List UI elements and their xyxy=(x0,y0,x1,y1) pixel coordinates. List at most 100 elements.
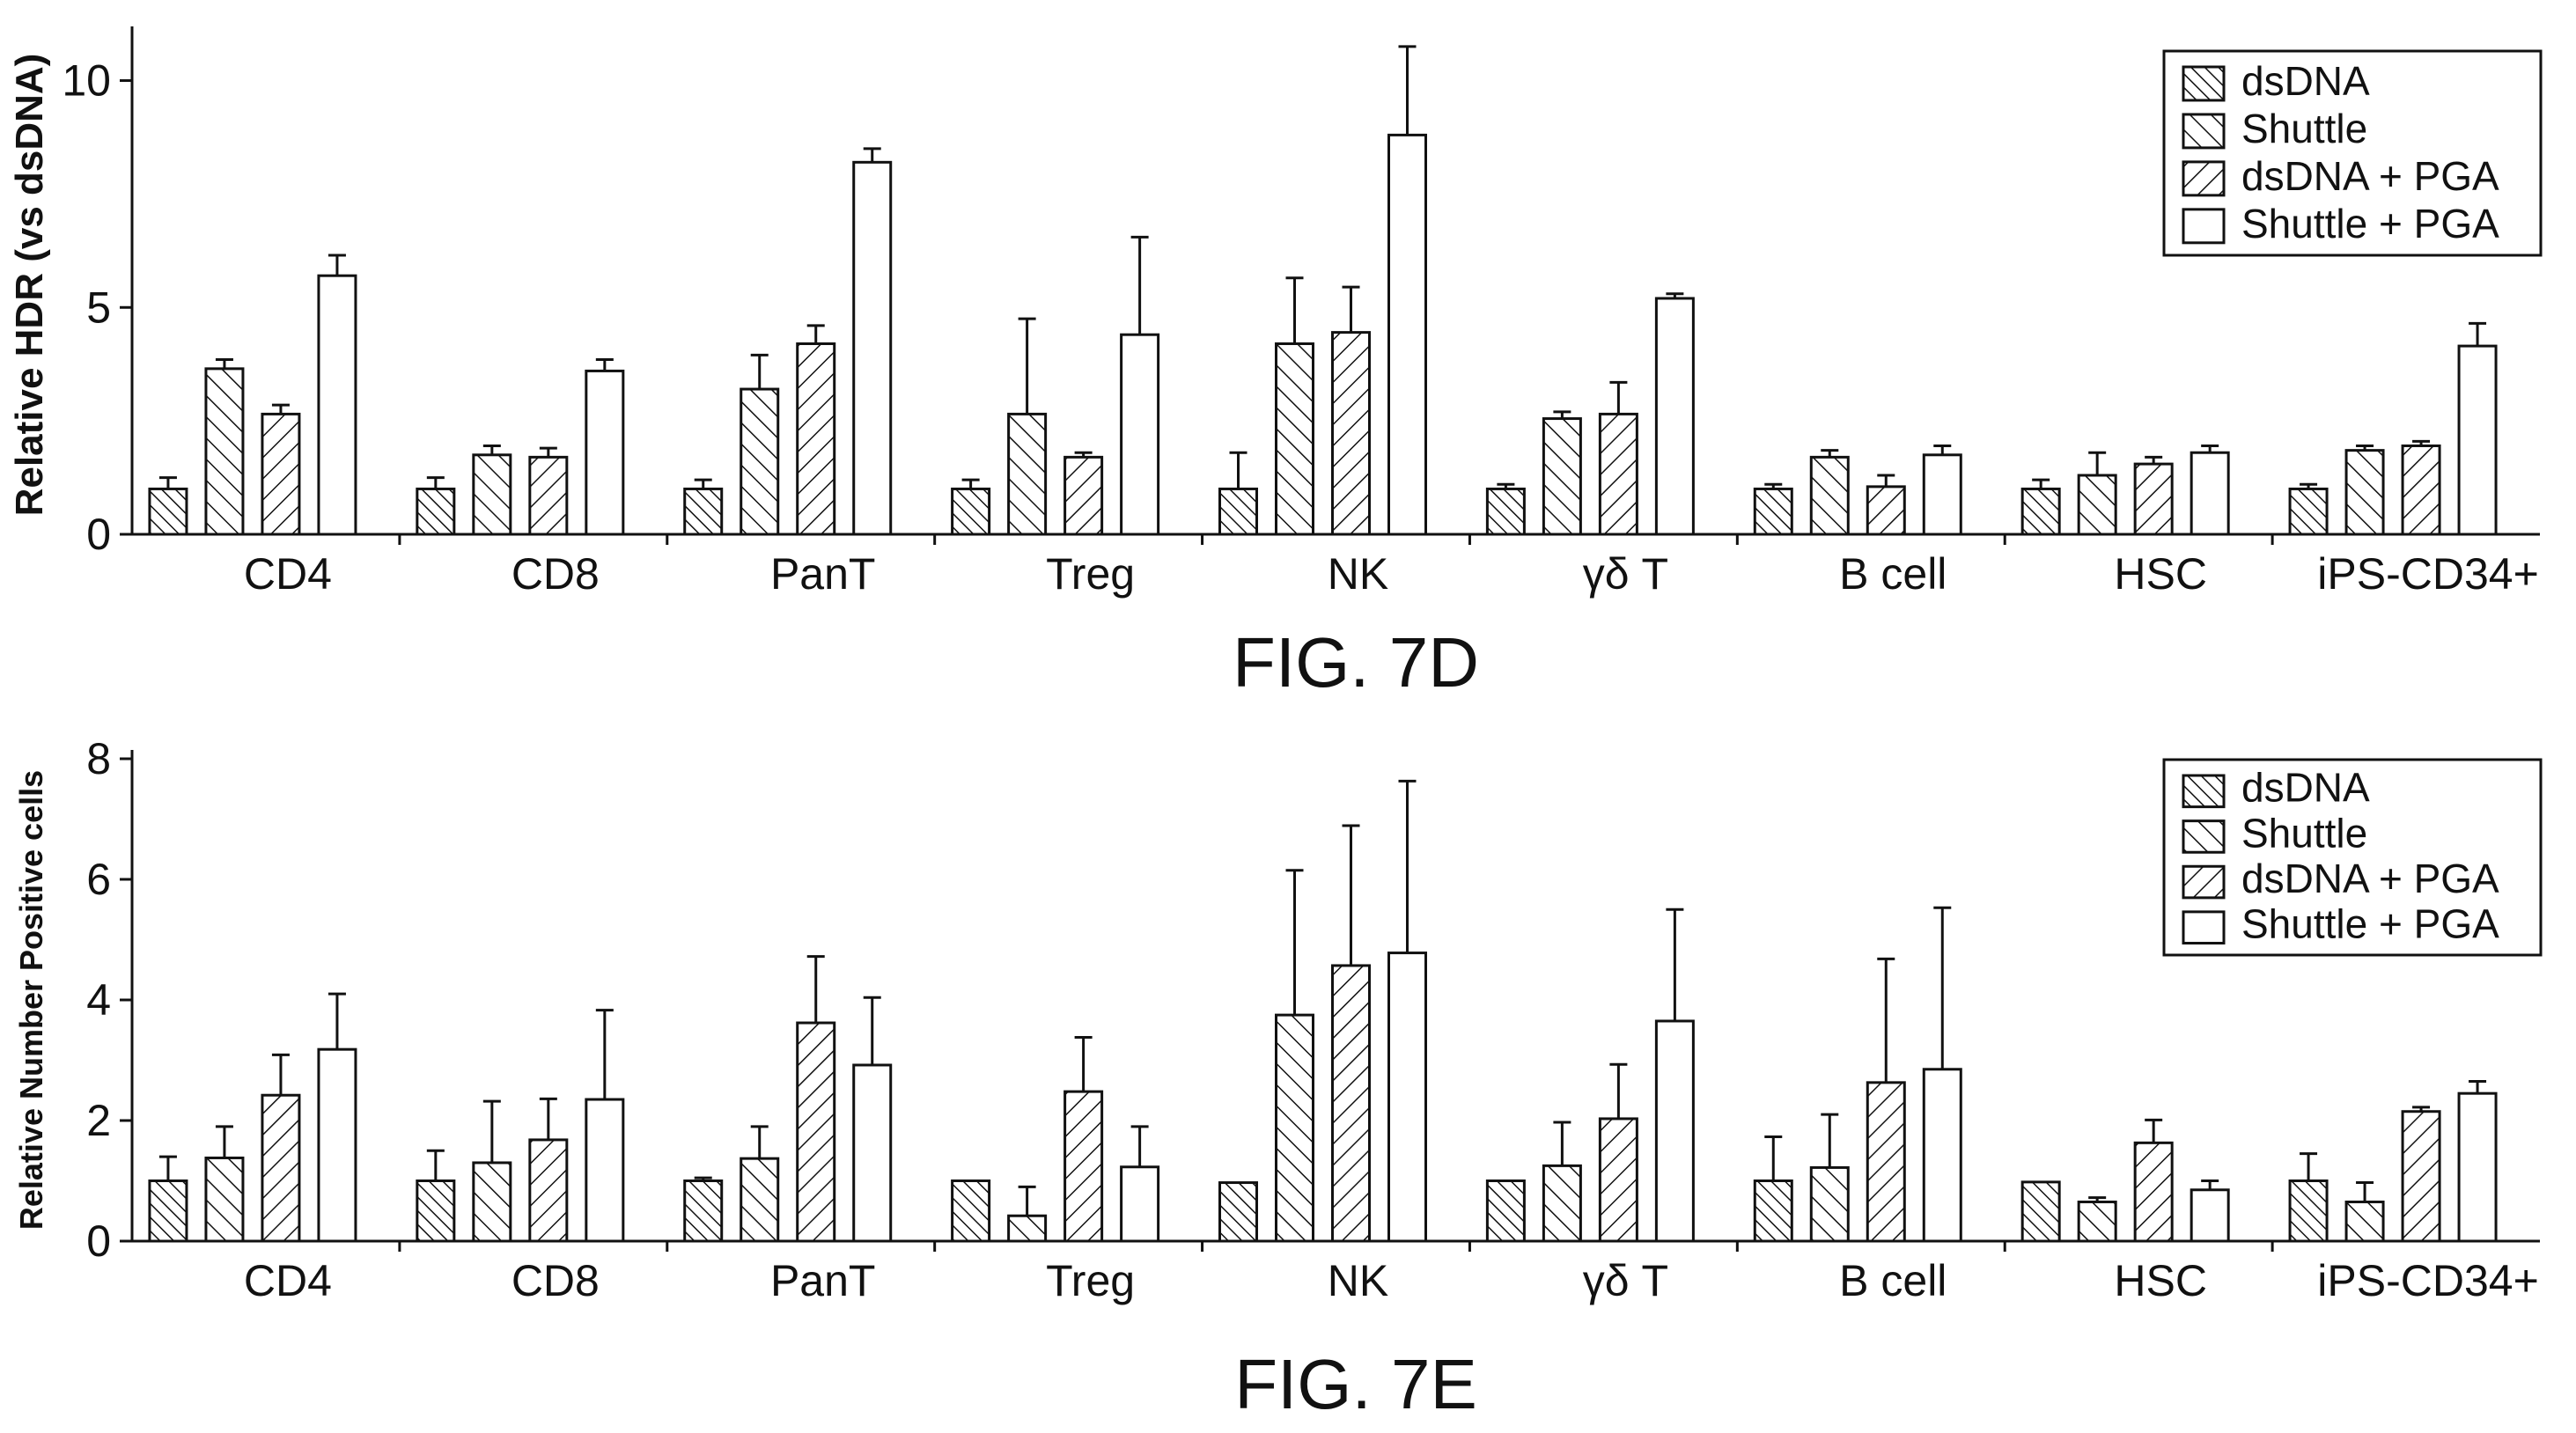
panel-7d-axes: 0 5 10 Relative HDR (vs dsDNA) CD4 CD8 PanT Tre… xyxy=(8,26,2540,599)
legend-entry-label: dsDNA xyxy=(2241,765,2370,811)
bar xyxy=(585,369,625,536)
bar xyxy=(1654,297,1695,536)
legend-entry-label: dsDNA xyxy=(2241,58,2370,104)
y-tick-label: 5 xyxy=(86,283,111,332)
bar xyxy=(2344,449,2385,536)
bar xyxy=(2457,1091,2498,1243)
bar xyxy=(2077,1200,2117,1243)
bar xyxy=(2020,1180,2061,1243)
bar xyxy=(2020,487,2061,536)
bar xyxy=(416,1179,456,1243)
bar xyxy=(852,1063,893,1243)
bar xyxy=(1542,1164,1582,1243)
bar xyxy=(1064,1090,1104,1243)
legend-entry-label: Shuttle + PGA xyxy=(2241,201,2499,246)
bar xyxy=(2401,444,2441,536)
bar xyxy=(261,1093,301,1243)
panel-7e-caption: FIG. 7E xyxy=(1234,1345,1477,1423)
bar xyxy=(1218,1181,1258,1243)
bar xyxy=(1120,333,1160,536)
legend-box xyxy=(2162,758,2543,957)
bar xyxy=(1387,133,1427,536)
x-tick-label: PanT xyxy=(770,549,876,599)
y-tick-label: 4 xyxy=(86,975,111,1025)
legend-swatch xyxy=(2182,208,2226,245)
bar xyxy=(148,487,188,536)
x-tick-label: iPS-CD34+ xyxy=(2317,1256,2539,1305)
bar xyxy=(740,1157,780,1243)
bar xyxy=(472,1161,512,1243)
x-tick-label: CD8 xyxy=(512,1256,600,1305)
bar xyxy=(1654,1019,1695,1243)
legend-entry-label: Shuttle + PGA xyxy=(2241,901,2499,947)
y-tick-label: 0 xyxy=(86,510,111,559)
bar xyxy=(683,487,724,536)
panel-7e-bars xyxy=(148,779,2498,1243)
bar xyxy=(528,1138,569,1243)
legend-swatch xyxy=(2182,910,2226,945)
bar xyxy=(2190,451,2230,536)
bar xyxy=(2401,1110,2441,1243)
bar xyxy=(2077,474,2117,536)
x-tick-label: iPS-CD34+ xyxy=(2317,549,2539,599)
legend-entry-label: dsDNA + PGA xyxy=(2241,153,2499,199)
bar xyxy=(1809,455,1850,536)
x-tick-label: PanT xyxy=(770,1256,876,1305)
bar xyxy=(1064,455,1104,536)
bar xyxy=(2133,1141,2174,1243)
bar xyxy=(951,487,991,536)
bar xyxy=(585,1098,625,1243)
x-tick-label: NK xyxy=(1328,1256,1388,1305)
panel-7d-bars xyxy=(148,45,2498,536)
bar xyxy=(317,274,357,536)
bar xyxy=(1598,412,1638,536)
y-tick-label: 0 xyxy=(86,1216,111,1266)
bar xyxy=(1218,487,1258,536)
x-tick-label: CD8 xyxy=(512,549,600,599)
bar xyxy=(1922,1068,1962,1243)
legend-entry-label: dsDNA + PGA xyxy=(2241,856,2499,901)
bar xyxy=(204,1156,245,1243)
bar xyxy=(2344,1200,2385,1243)
x-tick-label: HSC xyxy=(2114,1256,2207,1305)
legend-entry-label: Shuttle xyxy=(2241,810,2367,856)
legend-swatch xyxy=(2182,113,2226,150)
x-tick-label: CD4 xyxy=(244,1256,332,1305)
panel-7d: 0 5 10 Relative HDR (vs dsDNA) CD4 CD8 PanT Tre… xyxy=(8,26,2543,702)
x-tick-label: B cell xyxy=(1839,549,1947,599)
bar xyxy=(796,342,836,536)
bar xyxy=(204,367,245,536)
panel-7d-caption: FIG. 7D xyxy=(1233,623,1479,702)
y-tick-label: 8 xyxy=(86,734,111,783)
legend-swatch xyxy=(2182,864,2226,900)
y-tick-label: 10 xyxy=(62,56,111,106)
bar xyxy=(416,487,456,536)
bar xyxy=(1007,1214,1048,1243)
bar xyxy=(1485,1179,1526,1243)
x-tick-label: γδ T xyxy=(1583,549,1668,599)
panel-7e: 0 2 4 6 8 Relative Number Positive cells CD4 CD… xyxy=(13,734,2543,1423)
bar xyxy=(796,1021,836,1243)
bar xyxy=(1866,485,1906,536)
bar xyxy=(683,1179,724,1243)
x-tick-label: γδ T xyxy=(1583,1256,1668,1305)
bar xyxy=(528,455,569,536)
y-tick-label: 2 xyxy=(86,1096,111,1145)
bar xyxy=(2133,462,2174,536)
bar xyxy=(2457,344,2498,536)
x-tick-label: B cell xyxy=(1839,1256,1947,1305)
y-axis-label: Relative Number Positive cells xyxy=(13,770,49,1230)
bar xyxy=(1542,417,1582,536)
x-tick-label: NK xyxy=(1328,549,1388,599)
bar xyxy=(1275,342,1314,536)
bar xyxy=(1753,487,1793,536)
bar xyxy=(1331,331,1371,536)
bar xyxy=(1331,964,1371,1243)
y-axis-label: Relative HDR (vs dsDNA) xyxy=(8,54,51,517)
legend-entry-label: Shuttle xyxy=(2241,106,2367,151)
bar xyxy=(1922,453,1962,536)
bar xyxy=(2288,1179,2329,1243)
x-tick-label: CD4 xyxy=(244,549,332,599)
